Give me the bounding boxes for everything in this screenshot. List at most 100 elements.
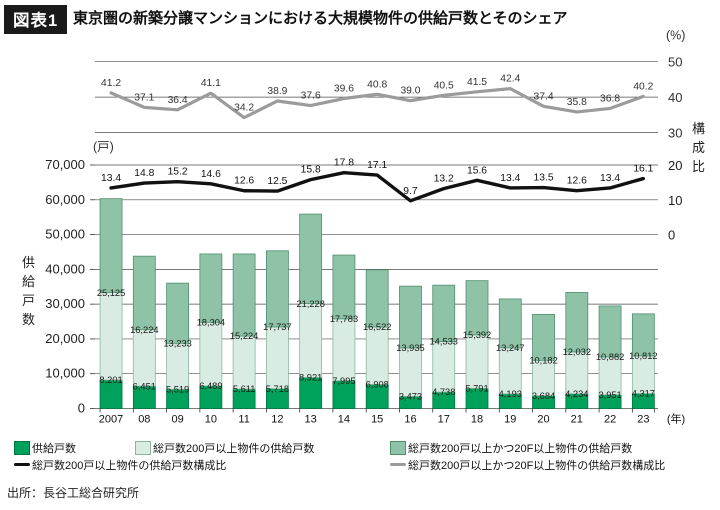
svg-text:5,519: 5,519: [166, 385, 189, 395]
svg-text:13: 13: [305, 414, 317, 426]
svg-text:39.6: 39.6: [334, 84, 354, 95]
svg-text:14.6: 14.6: [201, 169, 221, 180]
svg-text:40: 40: [668, 90, 682, 105]
svg-text:41.5: 41.5: [467, 77, 487, 88]
svg-text:(戸): (戸): [93, 140, 114, 154]
svg-text:11: 11: [238, 414, 249, 426]
svg-text:12.5: 12.5: [267, 176, 287, 187]
svg-text:10,812: 10,812: [629, 351, 657, 361]
svg-text:17.8: 17.8: [334, 158, 354, 169]
svg-text:40,000: 40,000: [45, 261, 85, 276]
svg-text:12.6: 12.6: [567, 176, 587, 187]
svg-text:15: 15: [371, 414, 383, 426]
svg-text:5,791: 5,791: [465, 384, 488, 394]
svg-text:2007: 2007: [99, 414, 123, 426]
svg-text:10,882: 10,882: [596, 352, 624, 362]
svg-text:21,228: 21,228: [296, 299, 324, 309]
svg-text:12.6: 12.6: [234, 176, 254, 187]
svg-text:30: 30: [668, 126, 682, 141]
svg-text:13,233: 13,233: [163, 338, 191, 348]
svg-text:70,000: 70,000: [45, 157, 85, 172]
svg-text:23: 23: [637, 414, 649, 426]
svg-text:41.2: 41.2: [101, 78, 121, 89]
svg-text:8,201: 8,201: [99, 375, 122, 385]
svg-text:37.1: 37.1: [134, 92, 154, 103]
svg-text:16,224: 16,224: [130, 325, 158, 335]
svg-text:6,489: 6,489: [199, 381, 222, 391]
svg-text:3,473: 3,473: [399, 392, 422, 402]
svg-text:09: 09: [171, 414, 183, 426]
svg-text:15.8: 15.8: [301, 165, 321, 176]
svg-text:08: 08: [138, 414, 150, 426]
svg-text:13.4: 13.4: [500, 173, 520, 184]
svg-text:25,125: 25,125: [97, 288, 125, 298]
svg-text:0: 0: [668, 228, 675, 243]
svg-text:13,935: 13,935: [396, 343, 424, 353]
svg-text:10,182: 10,182: [529, 355, 557, 365]
svg-text:19: 19: [504, 414, 516, 426]
svg-text:37.6: 37.6: [301, 91, 321, 102]
svg-text:36.8: 36.8: [600, 93, 620, 104]
svg-text:20: 20: [668, 158, 682, 173]
svg-text:36.4: 36.4: [168, 95, 188, 106]
svg-text:0: 0: [78, 401, 85, 416]
svg-text:10,000: 10,000: [45, 366, 85, 381]
svg-text:30,000: 30,000: [45, 296, 85, 311]
svg-text:20: 20: [537, 414, 549, 426]
svg-text:15.6: 15.6: [467, 165, 487, 176]
svg-text:40.5: 40.5: [434, 80, 454, 91]
svg-text:14.8: 14.8: [134, 168, 154, 179]
svg-text:34.2: 34.2: [234, 103, 254, 114]
svg-text:16,522: 16,522: [363, 322, 391, 332]
svg-text:39.0: 39.0: [400, 86, 420, 97]
svg-text:22: 22: [604, 414, 616, 426]
svg-text:4,317: 4,317: [632, 389, 655, 399]
svg-text:15,392: 15,392: [463, 330, 491, 340]
svg-text:16.1: 16.1: [633, 164, 653, 175]
svg-text:40.2: 40.2: [633, 81, 653, 92]
svg-text:18,304: 18,304: [197, 317, 225, 327]
svg-text:4,738: 4,738: [432, 387, 455, 397]
svg-text:50,000: 50,000: [45, 227, 85, 242]
svg-text:17,737: 17,737: [263, 322, 291, 332]
svg-text:60,000: 60,000: [45, 192, 85, 207]
svg-text:5,718: 5,718: [266, 384, 289, 394]
svg-text:4,193: 4,193: [499, 389, 522, 399]
svg-text:50: 50: [668, 55, 682, 70]
svg-text:13,247: 13,247: [496, 343, 524, 353]
svg-text:3,951: 3,951: [598, 390, 621, 400]
svg-text:8,921: 8,921: [299, 373, 322, 383]
svg-text:4,234: 4,234: [565, 389, 588, 399]
svg-text:14: 14: [338, 414, 350, 426]
svg-text:15,224: 15,224: [230, 331, 258, 341]
svg-text:12: 12: [271, 414, 283, 426]
svg-text:7,995: 7,995: [332, 376, 355, 386]
svg-text:6,451: 6,451: [133, 381, 156, 391]
svg-text:35.8: 35.8: [567, 97, 587, 108]
svg-text:13.4: 13.4: [101, 173, 121, 184]
svg-text:15.2: 15.2: [168, 167, 188, 178]
svg-text:10: 10: [668, 193, 682, 208]
svg-text:(%): (%): [666, 29, 685, 43]
svg-text:17: 17: [438, 414, 450, 426]
svg-text:41.1: 41.1: [201, 78, 221, 89]
svg-text:3,684: 3,684: [532, 391, 555, 401]
svg-text:13.2: 13.2: [434, 174, 454, 185]
svg-text:10: 10: [205, 414, 217, 426]
svg-text:20,000: 20,000: [45, 331, 85, 346]
svg-text:12,032: 12,032: [563, 347, 591, 357]
svg-text:9.7: 9.7: [403, 186, 418, 197]
svg-text:38.9: 38.9: [267, 86, 287, 97]
svg-text:21: 21: [571, 414, 583, 426]
svg-text:37.4: 37.4: [534, 91, 554, 102]
svg-text:6,908: 6,908: [366, 380, 389, 390]
svg-text:(年): (年): [667, 412, 685, 426]
svg-text:17,783: 17,783: [330, 314, 358, 324]
svg-text:16: 16: [404, 414, 416, 426]
svg-text:17.1: 17.1: [367, 160, 387, 171]
svg-text:13.4: 13.4: [600, 173, 620, 184]
svg-text:42.4: 42.4: [500, 74, 520, 85]
svg-text:5,611: 5,611: [233, 384, 256, 394]
svg-text:40.8: 40.8: [367, 79, 387, 90]
svg-text:14,533: 14,533: [430, 337, 458, 347]
